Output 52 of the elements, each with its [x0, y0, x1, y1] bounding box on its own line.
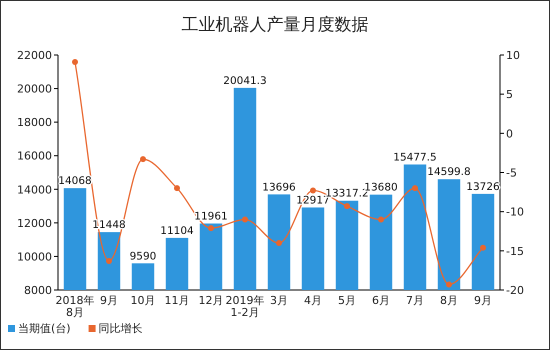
- point: [276, 240, 282, 246]
- y-tick-label: 20000: [17, 82, 52, 96]
- point: [242, 216, 248, 222]
- legend-label: 同比增长: [98, 322, 143, 335]
- x-tick-label: 7月: [406, 294, 424, 307]
- data-label: 13696: [262, 181, 296, 194]
- point: [310, 188, 316, 194]
- x-tick-label: 2019年 1-2月: [226, 294, 264, 319]
- y2-tick-label: -15: [506, 244, 524, 258]
- point: [412, 185, 418, 192]
- y-tick-label: 22000: [17, 49, 52, 62]
- x-tick-label: 10月: [130, 294, 156, 307]
- data-label: 15477.5: [393, 151, 437, 164]
- y2-tick-label: -20: [506, 284, 524, 297]
- x-tick-label: 3月: [270, 294, 288, 307]
- x-tick-label: 9月: [100, 294, 118, 307]
- point: [72, 59, 78, 66]
- point: [446, 282, 452, 288]
- legend-label: 当期值(台): [18, 322, 71, 335]
- point: [208, 225, 214, 232]
- data-label: 13726: [466, 180, 500, 193]
- chart-title: 工业机器人产量月度数据: [182, 15, 368, 35]
- y-tick-label: 14000: [17, 183, 52, 196]
- point: [480, 244, 486, 251]
- data-label: 11104: [160, 224, 194, 237]
- y2-tick-label: 0: [506, 127, 513, 140]
- data-label: 20041.3: [223, 74, 267, 87]
- x-tick-label: 9月: [474, 294, 492, 307]
- x-tick-label: 6月: [372, 294, 390, 307]
- x-tick-label: 8月: [440, 294, 458, 307]
- x-tick-label: 11月: [164, 294, 190, 307]
- x-tick-label: 5月: [338, 294, 356, 307]
- y2-tick-label: 10: [506, 49, 520, 62]
- point: [106, 258, 112, 264]
- x-tick-label: 12月: [198, 294, 224, 307]
- data-label: 14068: [58, 175, 92, 188]
- y2-tick-label: 5: [506, 88, 513, 102]
- point: [140, 156, 146, 162]
- x-tick-label: 4月: [304, 294, 322, 307]
- y-tick-label: 16000: [17, 150, 52, 163]
- point: [378, 216, 384, 222]
- y2-tick-label: -10: [506, 206, 524, 219]
- point: [344, 203, 350, 210]
- data-label: 14599.8: [427, 166, 471, 178]
- data-label: 9590: [130, 250, 156, 262]
- y-tick-label: 18000: [17, 116, 52, 130]
- y-tick-label: 10000: [17, 250, 52, 264]
- y-tick-label: 12000: [17, 216, 52, 230]
- y-tick-label: 8000: [24, 284, 52, 297]
- x-tick-label: 2018年 8月: [56, 294, 94, 319]
- y2-tick-label: -5: [506, 166, 517, 180]
- point: [174, 185, 180, 192]
